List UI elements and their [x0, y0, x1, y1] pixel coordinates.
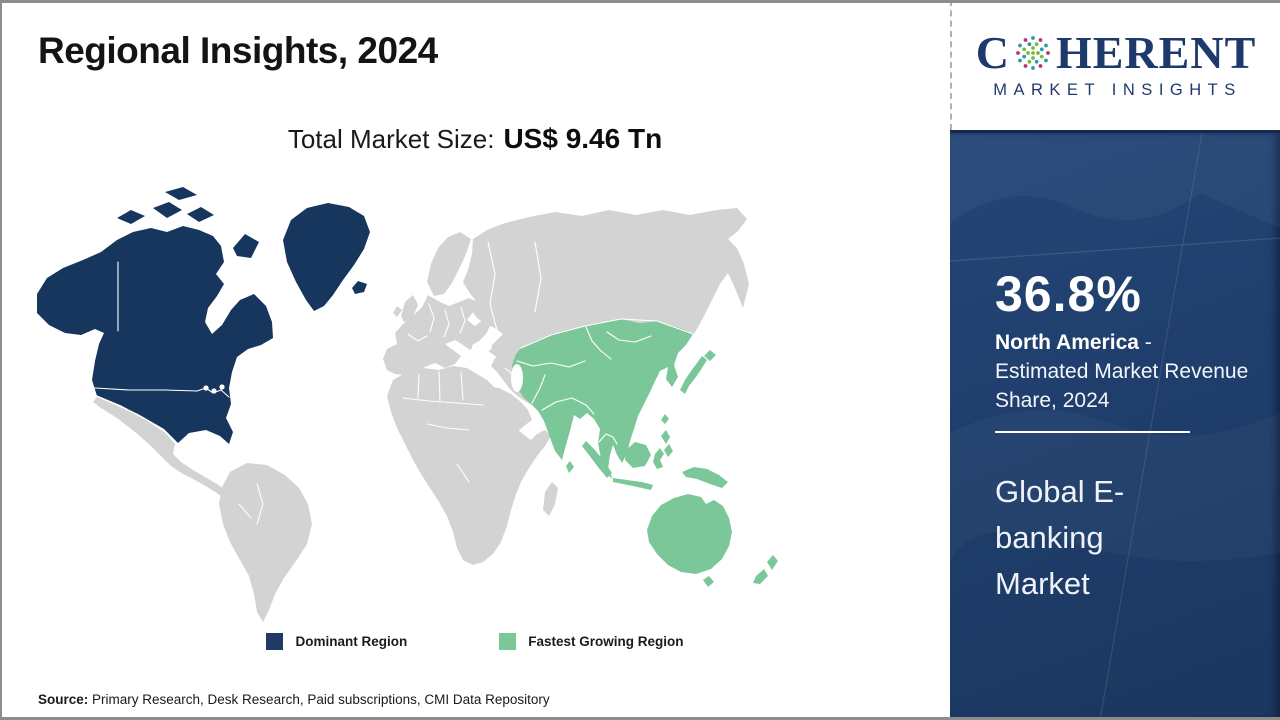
- region-greenland: [283, 203, 370, 311]
- world-map-svg: [37, 187, 778, 622]
- region-group-other: [93, 208, 749, 622]
- globe-crimson-dots: [1016, 38, 1050, 68]
- source-text: Primary Research, Desk Research, Paid su…: [88, 692, 550, 707]
- region-taiwan: [661, 414, 669, 424]
- region-ellesmere: [165, 187, 197, 200]
- region-sulawesi: [653, 448, 664, 469]
- market-name: Global E-banking Market: [995, 474, 1125, 601]
- page-title: Regional Insights, 2024: [38, 30, 438, 71]
- region-arctic-island-1: [117, 210, 145, 224]
- coherent-logo: C: [976, 30, 1257, 76]
- region-group-dominant: [37, 187, 370, 444]
- logo-subtitle: MARKET INSIGHTS: [993, 81, 1242, 99]
- region-arctic-island-3: [187, 207, 214, 222]
- region-philippines-north: [661, 430, 670, 444]
- share-description-rest: - Estimated Market Revenue Share, 2024: [995, 331, 1249, 412]
- caspian-sea: [511, 364, 523, 392]
- region-australia: [647, 494, 732, 574]
- share-value: 36.8%: [995, 266, 1142, 322]
- logo-area: C: [950, 0, 1280, 130]
- stats-content: 36.8% North America - Estimated Market R…: [950, 133, 1280, 607]
- main-content: Regional Insights, 2024 Total Market Siz…: [0, 30, 950, 707]
- black-sea: [472, 341, 492, 353]
- legend-item-fastest-growing: Fastest Growing Region: [499, 633, 684, 650]
- market-size: Total Market Size: US$ 9.46 Tn: [0, 123, 950, 155]
- bottom-border: [0, 717, 1280, 720]
- region-europe: [383, 295, 491, 375]
- divider-line: [995, 431, 1190, 433]
- market-size-label: Total Market Size:: [287, 124, 495, 154]
- region-south-america: [219, 463, 312, 622]
- legend-item-dominant: Dominant Region: [266, 633, 407, 650]
- region-new-guinea: [682, 467, 728, 488]
- region-baffin: [233, 234, 259, 258]
- source-label: Source:: [38, 692, 89, 707]
- globe-icon: [1016, 36, 1050, 70]
- globe-teal-dots: [1018, 36, 1048, 70]
- region-sumatra: [582, 441, 612, 478]
- top-border: [0, 0, 1280, 3]
- region-africa: [387, 366, 551, 565]
- region-asia-pacific-mainland: [512, 319, 693, 479]
- region-arctic-island-2: [153, 202, 182, 218]
- world-map: [25, 182, 950, 630]
- legend: Dominant Region Fastest Growing Region: [0, 633, 950, 650]
- region-madagascar: [543, 482, 558, 516]
- region-uk: [401, 295, 418, 322]
- share-region-name: North America: [995, 331, 1139, 354]
- region-java: [613, 478, 653, 490]
- region-ireland: [393, 306, 402, 317]
- region-iceland: [352, 281, 367, 294]
- region-mexico-central-america: [93, 397, 235, 504]
- legend-swatch-dominant: [266, 633, 284, 650]
- globe-green-dots: [1022, 42, 1044, 64]
- country-borders: [94, 241, 694, 525]
- region-new-zealand-north: [767, 555, 778, 570]
- region-group-fastest-growing: [512, 319, 778, 587]
- region-north-america: [37, 226, 273, 444]
- region-borneo: [625, 442, 651, 468]
- logo-suffix: HERENT: [1055, 27, 1257, 78]
- brand-panel: C: [950, 0, 1280, 720]
- region-tasmania: [703, 576, 714, 587]
- stats-panel: 36.8% North America - Estimated Market R…: [950, 130, 1280, 720]
- share-description: North America - Estimated Market Revenue…: [995, 328, 1250, 415]
- source-note: Source: Primary Research, Desk Research,…: [38, 692, 550, 707]
- great-lake-3: [219, 384, 225, 390]
- market-size-value: US$ 9.46 Tn: [503, 123, 663, 154]
- region-scandinavia: [427, 232, 471, 296]
- legend-label-dominant: Dominant Region: [295, 634, 408, 649]
- region-new-zealand-south: [753, 569, 768, 584]
- legend-label-fastest-growing: Fastest Growing Region: [528, 634, 684, 649]
- region-russia: [463, 208, 749, 362]
- region-hokkaido: [704, 350, 716, 361]
- legend-swatch-fastest-growing: [499, 633, 517, 650]
- region-japan: [680, 356, 707, 394]
- region-sri-lanka: [566, 461, 574, 473]
- map-lakes: [203, 341, 523, 394]
- logo-prefix: C: [975, 27, 1010, 78]
- region-philippines-south: [664, 444, 673, 457]
- left-border: [0, 0, 2, 720]
